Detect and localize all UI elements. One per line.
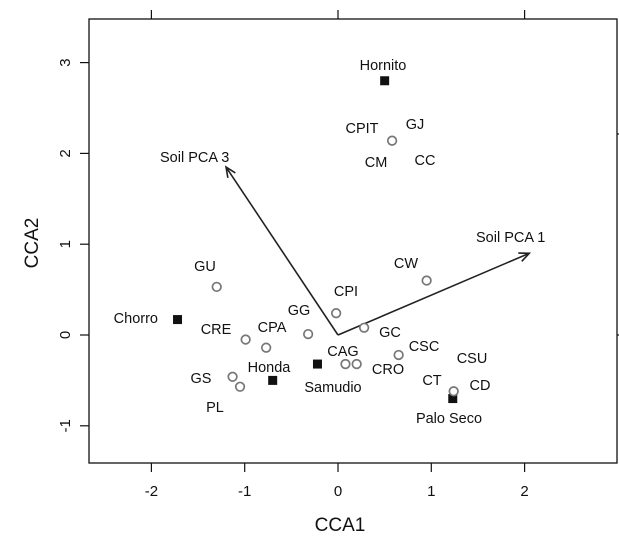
vector-label: Soil PCA 3: [160, 150, 229, 166]
vector-layer: Soil PCA 1 Soil PCA 3: [160, 150, 545, 336]
site-marker: [380, 76, 390, 86]
site-marker: [312, 359, 322, 369]
species-label: CPI: [334, 284, 358, 300]
vector-arrow: [225, 166, 339, 336]
species-marker: [393, 349, 404, 361]
species-marker: [421, 275, 432, 286]
species-label: CSU: [457, 351, 488, 367]
x-axis-label: CCA1: [315, 515, 366, 536]
species-marker: [227, 371, 238, 382]
x-tick-label: 2: [520, 483, 528, 500]
site-label: Honda: [248, 360, 292, 376]
point-layer: [173, 76, 459, 404]
plot-frame: [88, 18, 618, 464]
site-marker: [268, 375, 278, 385]
y-tick-label: -1: [57, 419, 74, 432]
site-marker: [173, 315, 183, 325]
y-tick-label: 3: [57, 58, 74, 66]
x-tick-label: 0: [334, 483, 342, 500]
species-label: CD: [470, 378, 491, 394]
species-marker: [351, 358, 362, 370]
label-layer: Hornito Chorro Honda Samudio Palo Seco CPIT GJ…: [114, 58, 491, 427]
vector-arrowhead: [518, 252, 532, 262]
y-tick-label: 1: [57, 240, 74, 248]
vector-arrowhead: [224, 165, 236, 178]
species-label: PL: [206, 400, 224, 416]
site-marker: [448, 394, 458, 404]
y-tick-label: 2: [57, 149, 74, 157]
species-marker: [211, 281, 222, 293]
vector-arrow: [337, 252, 530, 336]
site-label: Chorro: [114, 311, 158, 327]
species-label: CW: [394, 256, 418, 272]
tick-layer: -2 -1 0 1 2 -1 0 1 2 3: [57, 10, 619, 500]
site-label: Hornito: [360, 58, 407, 74]
species-label: GJ: [406, 117, 425, 133]
species-label: CPA: [258, 320, 287, 336]
x-tick-label: 1: [427, 483, 435, 500]
species-label: CSC: [409, 339, 440, 355]
species-label: GC: [379, 325, 401, 341]
site-label: Palo Seco: [416, 411, 482, 427]
species-marker: [240, 334, 251, 345]
species-marker: [302, 328, 314, 340]
species-marker: [261, 342, 272, 353]
species-label: CM: [365, 155, 388, 171]
species-label: GS: [191, 371, 212, 387]
vector-label: Soil PCA 1: [476, 230, 545, 246]
x-tick-label: -2: [145, 483, 158, 500]
y-axis-label: CCA2: [22, 218, 43, 269]
species-marker: [340, 358, 351, 370]
species-label: GU: [194, 259, 216, 275]
species-label: CAG: [327, 344, 358, 360]
species-marker: [448, 386, 459, 397]
species-marker: [234, 381, 246, 392]
x-tick-label: -1: [238, 483, 251, 500]
species-label: CT: [422, 373, 441, 389]
species-label: GG: [288, 303, 311, 319]
species-marker: [330, 308, 342, 319]
species-marker: [358, 322, 370, 333]
y-tick-label: 0: [57, 331, 74, 339]
species-label: CRO: [372, 362, 404, 378]
species-label: CC: [415, 153, 436, 169]
species-marker: [386, 135, 398, 146]
species-label: CPIT: [345, 121, 378, 137]
species-label: CRE: [201, 322, 232, 338]
site-label: Samudio: [304, 380, 361, 396]
